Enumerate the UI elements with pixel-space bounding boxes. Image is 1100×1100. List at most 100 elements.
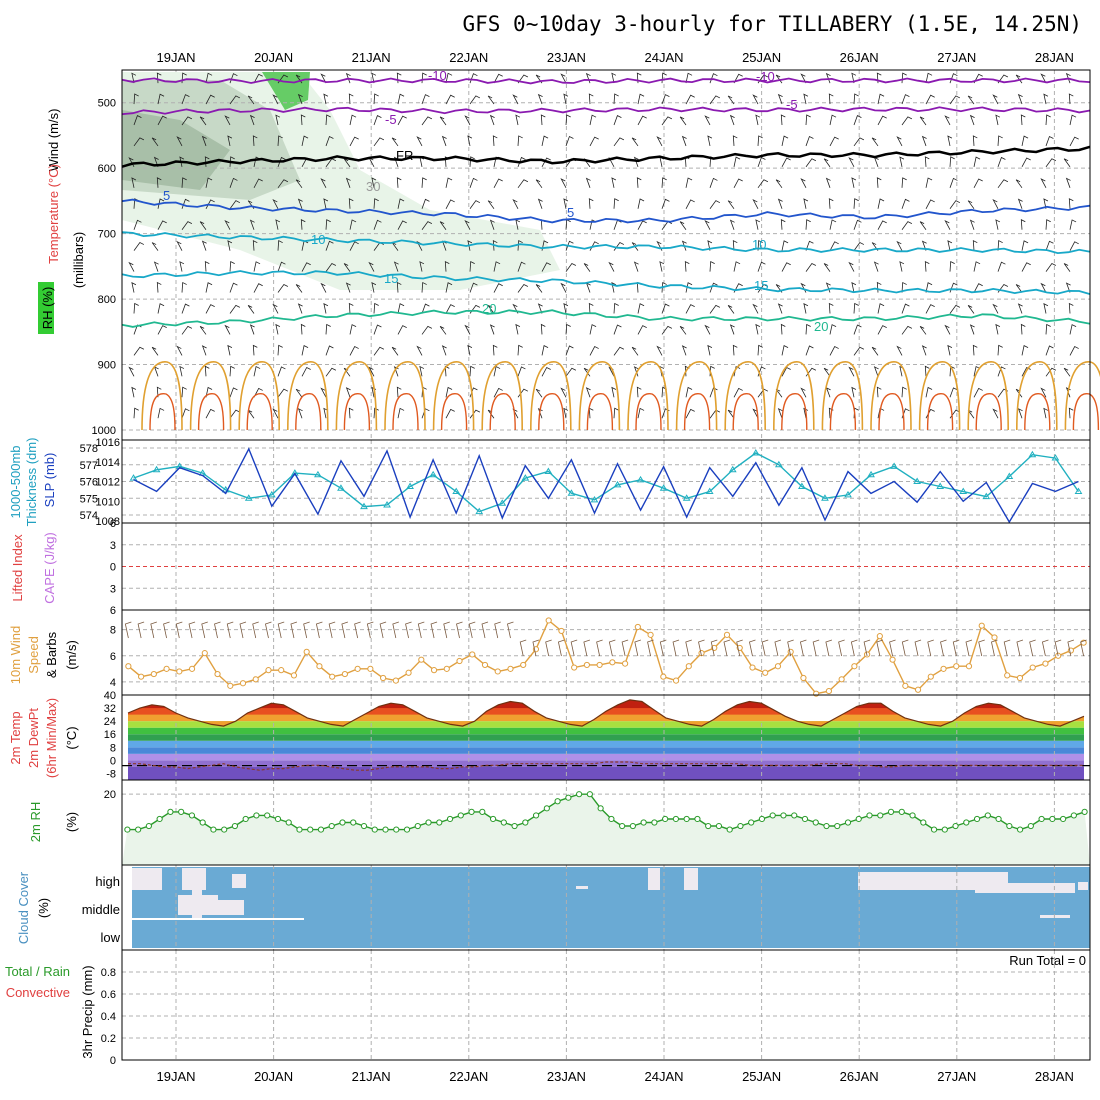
wind-barb [967, 95, 975, 105]
wind-barb [1021, 262, 1031, 272]
wind-barb [757, 261, 766, 272]
rh2m-unit-label: (%) [64, 812, 79, 832]
wind-barb [373, 324, 382, 335]
wind-barb [757, 283, 769, 293]
wind-barb [803, 93, 809, 105]
wind-barb [325, 135, 334, 147]
wind-barb [1069, 219, 1077, 230]
rh-line-point [350, 819, 357, 826]
wind-barb [829, 346, 839, 356]
rh2m-label: 2m RH [28, 802, 43, 842]
dewpoint-line [128, 761, 1084, 771]
temperature-line [127, 699, 1085, 727]
temp-tick-label: 32 [104, 703, 116, 715]
wind-barb [469, 260, 475, 272]
precip-unit-label: 3hr Precip (mm) [80, 965, 95, 1058]
wind-barb [608, 261, 615, 272]
wind-barb [848, 157, 855, 168]
rh-line-point [963, 819, 970, 826]
wind-barb [661, 281, 667, 293]
wind-barb [967, 200, 975, 209]
wind-barb [205, 282, 213, 293]
wind-barb [277, 344, 283, 356]
temperature-contour [121, 106, 1091, 116]
wind-barb [709, 200, 721, 209]
wind-barb [681, 345, 687, 356]
boundary-layer-contour [287, 361, 329, 431]
wind-barb [421, 408, 430, 419]
wind-barb [131, 72, 137, 84]
cloud-cover-label: Cloud Cover [16, 871, 31, 944]
clear-sky-patch [684, 868, 698, 890]
wind-barb [300, 219, 306, 230]
clear-sky-patch [858, 872, 1008, 890]
rh-area [122, 794, 1090, 865]
wind-barb [493, 178, 503, 189]
wind-barb [973, 365, 981, 377]
wind-barb [272, 199, 279, 209]
thickness-line-point [890, 462, 898, 469]
thickness-line-point [244, 494, 253, 501]
wind-barb [1069, 136, 1079, 147]
wind-barb [156, 177, 162, 188]
wind-barb [439, 221, 447, 230]
wind-barb [541, 157, 551, 168]
thickness-line-point [959, 487, 968, 495]
wind-barb [492, 240, 498, 251]
wind-barb [631, 137, 639, 147]
top-date-label: 21JAN [352, 50, 391, 65]
wind-barb [733, 178, 743, 189]
cape-label: CAPE (J/kg) [42, 532, 57, 604]
wind-barb [277, 156, 286, 168]
wind10-barb [978, 639, 985, 657]
wind10-speed-line-point [303, 648, 310, 655]
wind-barb [348, 407, 354, 419]
rh-line-point [468, 808, 475, 815]
wind-barb [752, 94, 759, 105]
wind-barb [541, 345, 549, 356]
wind-tick-label: 8 [110, 625, 116, 637]
wind-barb [349, 241, 359, 251]
wind-barb [397, 198, 405, 209]
pressure-tick-label: 900 [98, 360, 116, 372]
rh-line-point [855, 815, 862, 823]
wind-barb [157, 198, 165, 209]
wind-barb [919, 221, 927, 230]
wind-barb [179, 156, 185, 167]
wind-barb [181, 408, 190, 419]
wind-barb [397, 303, 405, 314]
wind-barb [851, 282, 857, 293]
rh-line-point [812, 819, 819, 826]
wind-barb [391, 137, 399, 147]
wind-barb [1045, 240, 1054, 251]
temp-tick-label: 0 [110, 755, 116, 767]
wind-barb [733, 365, 741, 377]
thickness-line-point [821, 494, 829, 501]
wind-barb [777, 198, 783, 209]
wind-barb [560, 73, 567, 84]
wind-barb [1068, 407, 1074, 419]
wind-barb [752, 199, 759, 209]
thickness-line-point [659, 484, 668, 491]
rh-line-point [629, 822, 636, 830]
wind-barb [349, 114, 357, 126]
wind-barb [707, 135, 713, 147]
rh-line-point [651, 819, 658, 826]
temp2m-label: 2m Temp [8, 711, 23, 764]
temperature-band [128, 753, 1084, 761]
boundary-layer-contour [384, 361, 426, 431]
thickness-line-point [429, 470, 438, 478]
wind-barb [781, 345, 789, 356]
wind-barb [685, 386, 693, 398]
wind-barb [896, 345, 903, 356]
wind-barb [973, 261, 981, 272]
wind-barb [1045, 367, 1057, 377]
rh-legend-swatch [38, 282, 54, 334]
wind10-speed-line-point [838, 676, 845, 683]
wind-barb [320, 178, 327, 189]
wind-barb [823, 158, 831, 168]
wind-barb [805, 158, 817, 168]
wind-barb [823, 367, 831, 377]
wind-barb [944, 115, 951, 126]
thickness-tick-label: 577 [80, 460, 98, 472]
